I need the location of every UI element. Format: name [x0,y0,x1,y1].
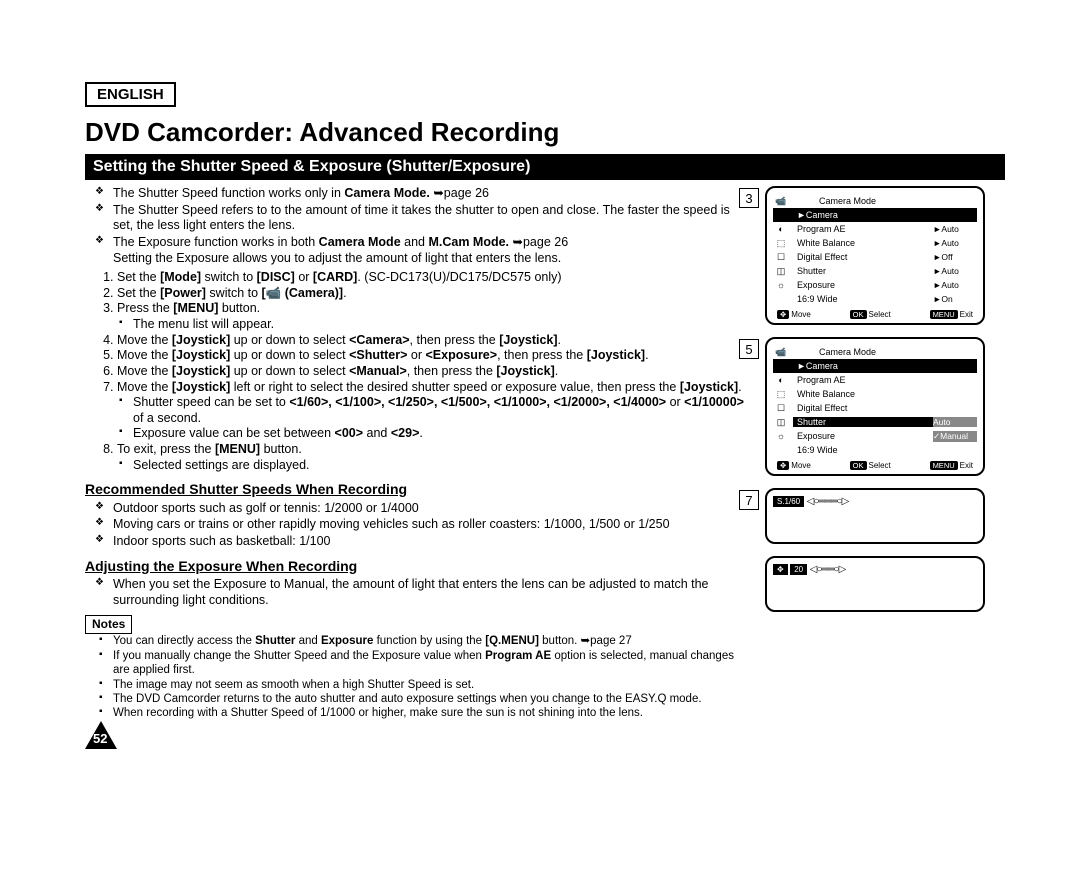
intro-bullet: The Shutter Speed refers to to the amoun… [113,203,751,234]
rec-bullet: Moving cars or trains or other rapidly m… [113,517,751,533]
move-icon: ✥ [777,461,789,470]
menu-icon: ⬚ [773,237,789,249]
step: To exit, press the [MENU] button. Select… [117,442,751,473]
body-text: The Shutter Speed function works only in… [85,186,751,753]
menu-icon: ☼ [773,430,789,442]
notes-label: Notes [85,615,132,634]
menu-badge-icon: MENU [930,310,958,319]
shutter-value: S.1/60 [773,496,804,507]
language-label: ENGLISH [85,82,176,107]
slider-icon: ◁○══○▷ [810,564,846,575]
ok-icon: OK [850,461,867,470]
menu-icon: ☐ [773,402,789,414]
camcorder-icon: 📹 [773,346,789,358]
sub-heading: Recommended Shutter Speeds When Recordin… [85,481,751,499]
intro-bullet: The Exposure function works in both Came… [113,235,751,266]
lcd-screen-7: S.1/60 ◁○═══○▷ [765,488,985,544]
step: Set the [Mode] switch to [DISC] or [CARD… [117,270,751,286]
diagram-number: 3 [739,188,759,208]
step: Move the [Joystick] up or down to select… [117,333,751,349]
page-title: DVD Camcorder: Advanced Recording [85,117,1005,148]
sub-bullet: Exposure value can be set between <00> a… [133,426,751,442]
menu-icon: ⬚ [773,388,789,400]
note-bullet: If you manually change the Shutter Speed… [113,649,751,678]
sub-bullet: Shutter speed can be set to <1/60>, <1/1… [133,395,751,426]
diagram-number: 7 [739,490,759,510]
diagram-number: 5 [739,339,759,359]
step: Move the [Joystick] up or down to select… [117,364,751,380]
menu-icon: ◐ [773,374,789,386]
note-bullet: The image may not seem as smooth when a … [113,678,751,692]
lcd-screen-5: 📹Camera Mode ►Camera ◐Program AE ⬚White … [765,337,985,476]
menu-icon: ◫ [773,265,789,277]
menu-icon: ☐ [773,251,789,263]
rec-bullet: Indoor sports such as basketball: 1/100 [113,534,751,550]
note-bullet: When recording with a Shutter Speed of 1… [113,706,751,720]
note-bullet: The DVD Camcorder returns to the auto sh… [113,692,751,706]
step: Press the [MENU] button. The menu list w… [117,301,751,332]
page-number: 52 [85,721,751,753]
menu-icon: ☼ [773,279,789,291]
ok-icon: OK [850,310,867,319]
note-bullet: You can directly access the Shutter and … [113,634,751,648]
move-icon: ✥ [777,310,789,319]
exposure-icon: ✥ [773,564,788,575]
screen-diagrams: 3 📹Camera Mode ►Camera ◐Program AE►Auto … [765,186,1005,753]
sub-bullet: The menu list will appear. [133,317,751,333]
step: Set the [Power] switch to [📹 (Camera)]. [117,286,751,302]
lcd-screen-exposure: ✥ 20 ◁○══○▷ [765,556,985,612]
menu-badge-icon: MENU [930,461,958,470]
slider-icon: ◁○═══○▷ [807,496,849,507]
camcorder-icon: 📹 [773,195,789,207]
menu-icon: ◫ [773,416,789,428]
step: Move the [Joystick] up or down to select… [117,348,751,364]
step: Move the [Joystick] left or right to sel… [117,380,751,443]
adj-bullet: When you set the Exposure to Manual, the… [113,577,751,608]
sub-bullet: Selected settings are displayed. [133,458,751,474]
manual-page: ENGLISH DVD Camcorder: Advanced Recordin… [85,82,1005,753]
lcd-screen-3: 📹Camera Mode ►Camera ◐Program AE►Auto ⬚W… [765,186,985,325]
menu-icon: ◐ [773,223,789,235]
section-heading: Setting the Shutter Speed & Exposure (Sh… [85,154,1005,180]
intro-bullet: The Shutter Speed function works only in… [113,186,751,202]
sub-heading: Adjusting the Exposure When Recording [85,558,751,576]
rec-bullet: Outdoor sports such as golf or tennis: 1… [113,501,751,517]
exposure-value: 20 [790,564,807,575]
